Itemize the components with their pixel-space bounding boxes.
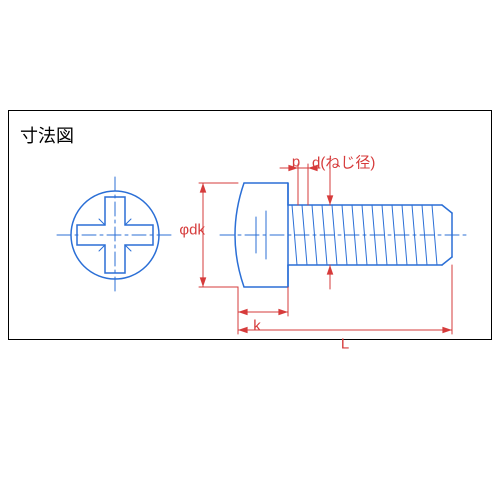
diagram-canvas: 寸法図 φdk p d(ねじ径) k L (0, 0, 500, 500)
label-p: p (292, 154, 300, 171)
label-k: k (253, 318, 261, 335)
label-L: L (341, 336, 349, 353)
label-d: d(ねじ径) (312, 152, 375, 173)
label-phi-dk: φdk (179, 222, 205, 239)
dimension-lines (0, 0, 500, 500)
